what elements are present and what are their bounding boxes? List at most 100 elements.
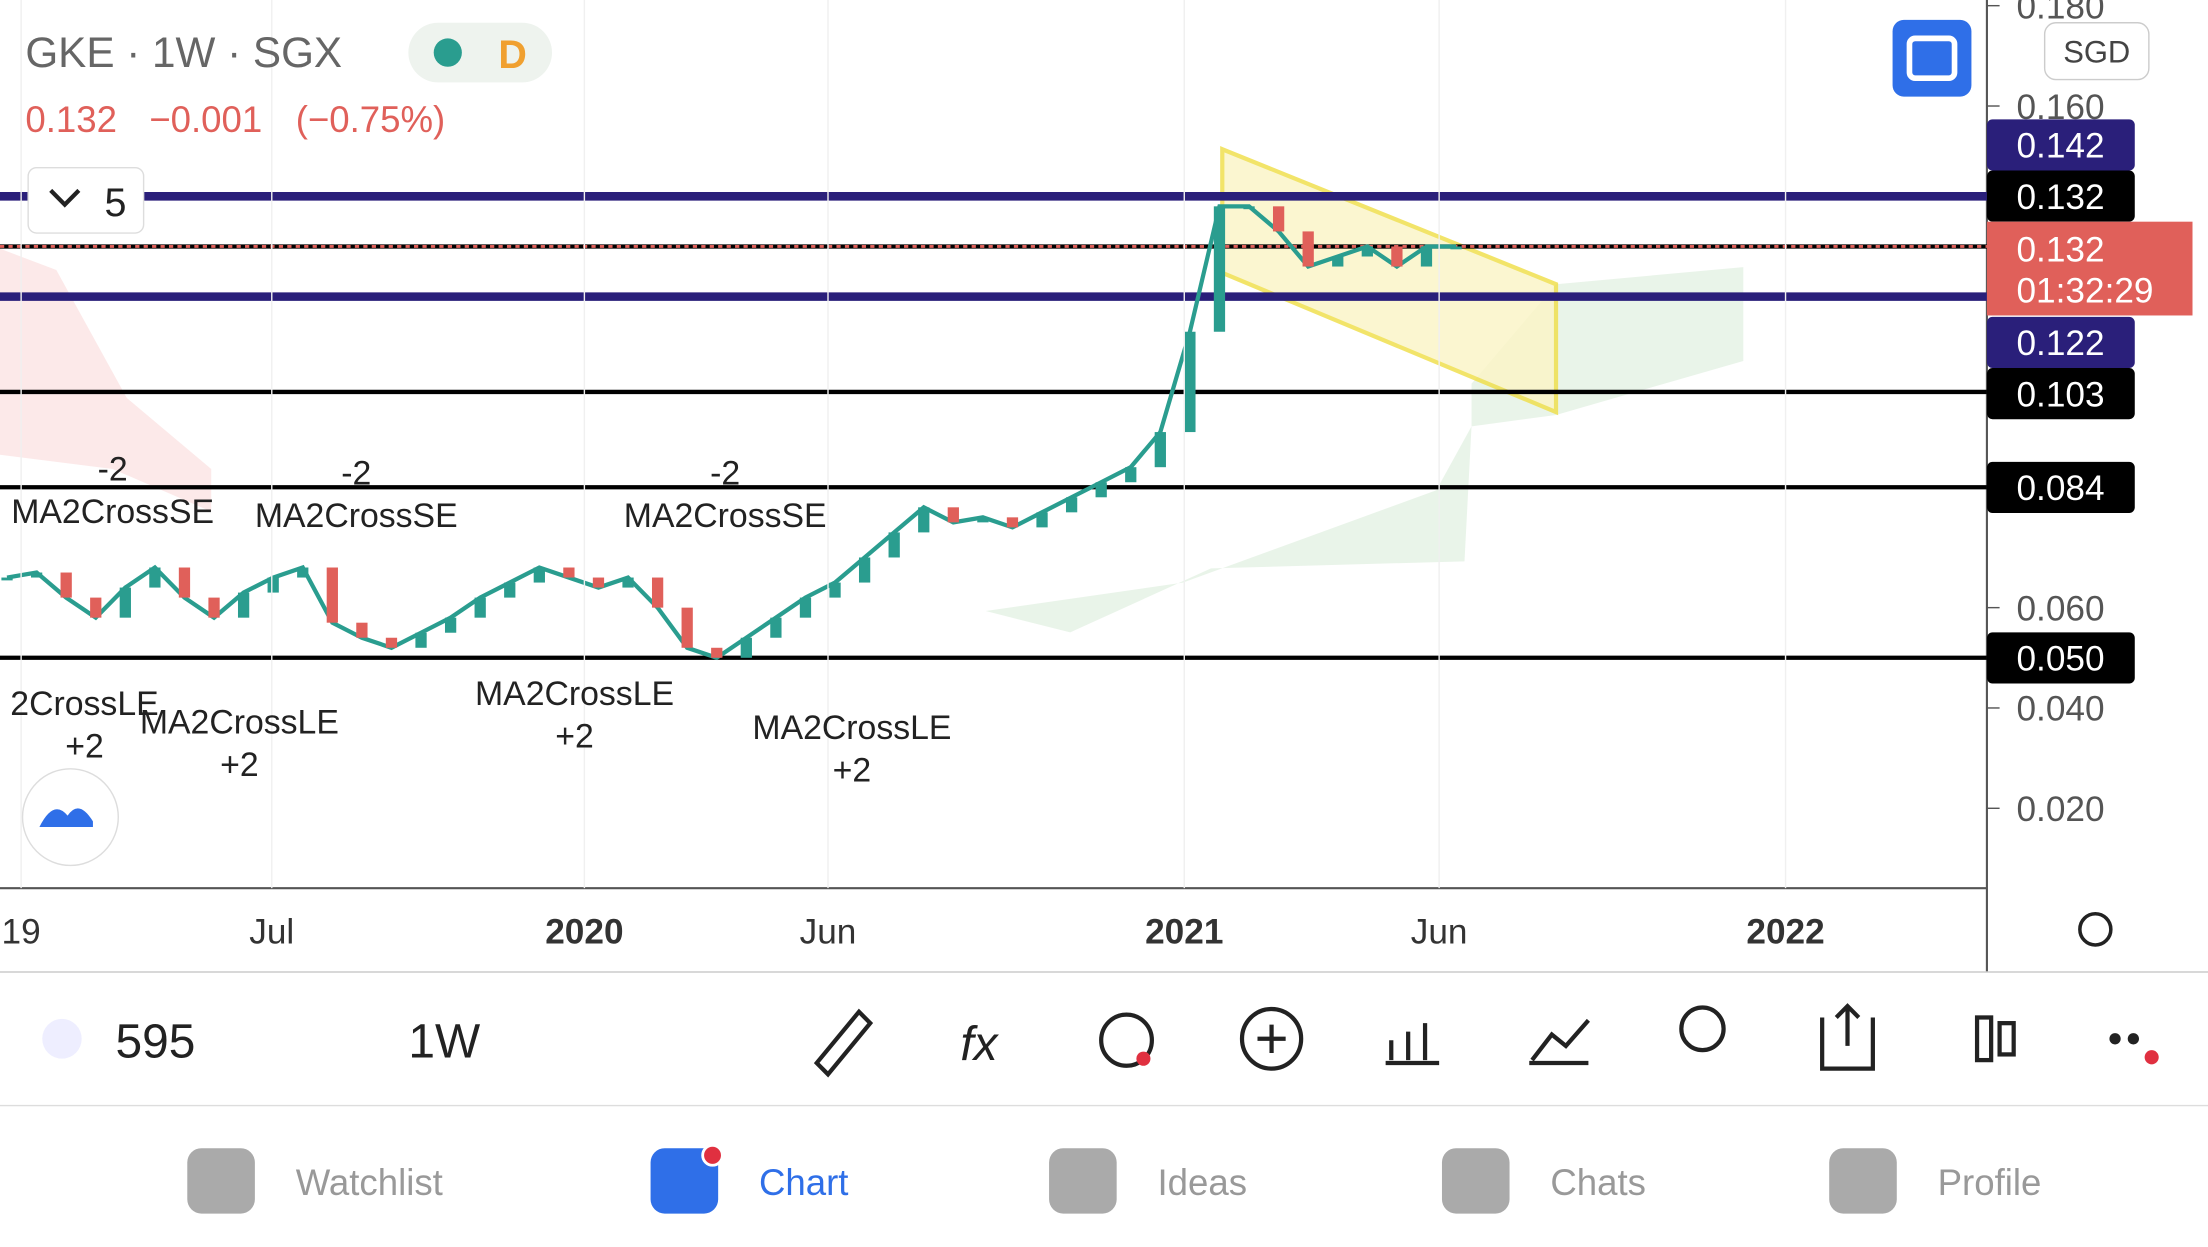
indicator-toggle[interactable] — [27, 166, 145, 234]
share-icon[interactable] — [1820, 1003, 1875, 1071]
bars-icon[interactable] — [1385, 1023, 1440, 1066]
candle — [1332, 256, 1344, 267]
signal-qty: -2 — [710, 454, 740, 492]
signal-qty: +2 — [833, 751, 872, 789]
indicators-icon[interactable] — [1529, 1018, 1590, 1066]
candle — [208, 597, 220, 618]
candle — [622, 577, 634, 588]
candle — [1036, 512, 1048, 528]
signal-label: MA2CrossLE — [752, 709, 951, 747]
candle — [592, 577, 605, 588]
candle — [1213, 206, 1226, 332]
level-label-bg — [1986, 632, 2135, 684]
tab-icon[interactable] — [650, 1148, 719, 1214]
candle — [297, 567, 309, 578]
x-tick-label: 2021 — [1145, 912, 1223, 951]
level-label: 0.142 — [2016, 127, 2104, 166]
y-tick-label: 0.040 — [2016, 690, 2104, 729]
x-tick-label: Jul — [249, 912, 294, 951]
level-label: 0.122 — [2016, 324, 2104, 363]
candle — [1184, 331, 1196, 433]
draw-icon[interactable] — [813, 1008, 874, 1078]
level-label: 0.103 — [2016, 375, 2104, 414]
candle — [858, 557, 871, 583]
signal-label: 2CrossLE — [10, 685, 158, 723]
candle — [1, 577, 13, 581]
tab-bar: Watchlist Chart Ideas Chats Profile — [187, 1143, 2042, 1214]
signal-label: MA2CrossSE — [255, 497, 458, 535]
level-label: 0.084 — [2016, 469, 2104, 508]
countdown: 01:32:29 — [2016, 272, 2153, 311]
y-tick-label: 0.020 — [2016, 790, 2104, 829]
toolbar-icons: fx — [813, 1003, 2016, 1078]
candle — [267, 577, 279, 593]
ideas-icon[interactable] — [1679, 1005, 1726, 1053]
tab-label[interactable]: Chats — [1550, 1162, 1646, 1203]
candle — [1361, 246, 1373, 257]
interval[interactable]: 1W — [408, 1014, 480, 1068]
signal-label: MA2CrossSE — [624, 497, 827, 535]
tab-icon[interactable] — [1829, 1148, 1897, 1214]
indicator-count: 5 — [105, 181, 127, 225]
change-pct: (−0.75%) — [296, 99, 446, 140]
candle — [1420, 246, 1433, 267]
signal-qty: +2 — [220, 746, 259, 784]
count: 595 — [115, 1014, 195, 1068]
fx-icon[interactable]: fx — [960, 1017, 999, 1071]
fullscreen-button[interactable] — [1892, 19, 1972, 97]
alert-icon[interactable] — [1099, 1012, 1154, 1068]
candle-icon[interactable] — [1974, 1015, 1994, 1063]
more-dot — [2127, 1033, 2139, 1045]
signal-qty: +2 — [65, 727, 104, 765]
candle — [651, 577, 664, 608]
level-label-bg — [1986, 461, 2135, 513]
more-dot[interactable] — [2109, 1033, 2121, 1045]
currency-button[interactable] — [2043, 22, 2150, 81]
candle — [1065, 497, 1078, 513]
signal-label: MA2CrossLE — [140, 703, 339, 741]
settings-icon[interactable] — [2078, 911, 2113, 947]
candle — [415, 632, 427, 648]
candle — [356, 622, 368, 638]
level-label-bg — [1986, 316, 2135, 369]
candle — [237, 592, 250, 618]
candle — [1006, 517, 1019, 528]
candle — [888, 532, 900, 558]
tab-icon[interactable] — [1441, 1148, 1510, 1214]
x-tick-label: 2020 — [545, 912, 623, 951]
candle-icon[interactable] — [1997, 1021, 2016, 1057]
signal-label: MA2CrossLE — [475, 675, 674, 713]
tab-badge — [701, 1143, 724, 1167]
tab-icon[interactable] — [1049, 1148, 1117, 1214]
currency: SGD — [2063, 34, 2130, 69]
tab-icon[interactable] — [187, 1148, 255, 1214]
candle — [444, 617, 457, 633]
candle — [326, 567, 338, 623]
level-label: 0.132 — [2016, 178, 2104, 217]
candle — [178, 567, 191, 598]
status-pill — [408, 22, 552, 83]
tab-label[interactable]: Watchlist — [296, 1162, 443, 1203]
plot: 0.1800.1600.0600.0400.0200.1420.1320.122… — [0, 0, 2193, 952]
candle — [770, 617, 782, 638]
current-price-label: 0.132 — [2016, 230, 2104, 269]
x-tick-label: 2022 — [1746, 912, 1824, 951]
chevron — [49, 188, 81, 208]
x-tick-label: 19 — [2, 912, 41, 951]
candle — [30, 572, 43, 578]
tab-label[interactable]: Profile — [1938, 1162, 2042, 1203]
tab-label[interactable]: Ideas — [1158, 1162, 1248, 1203]
tab-label[interactable]: Chart — [759, 1162, 848, 1203]
candle — [385, 637, 398, 648]
candle — [90, 597, 102, 618]
signal-label: MA2CrossSE — [11, 493, 214, 531]
candle — [1391, 246, 1403, 267]
count-icon — [42, 1018, 82, 1059]
candle — [504, 582, 516, 598]
level-label-bg — [1986, 368, 2135, 420]
ichimoku-cloud — [0, 248, 212, 512]
status-dot — [433, 38, 462, 67]
add-icon[interactable] — [1239, 1006, 1304, 1071]
